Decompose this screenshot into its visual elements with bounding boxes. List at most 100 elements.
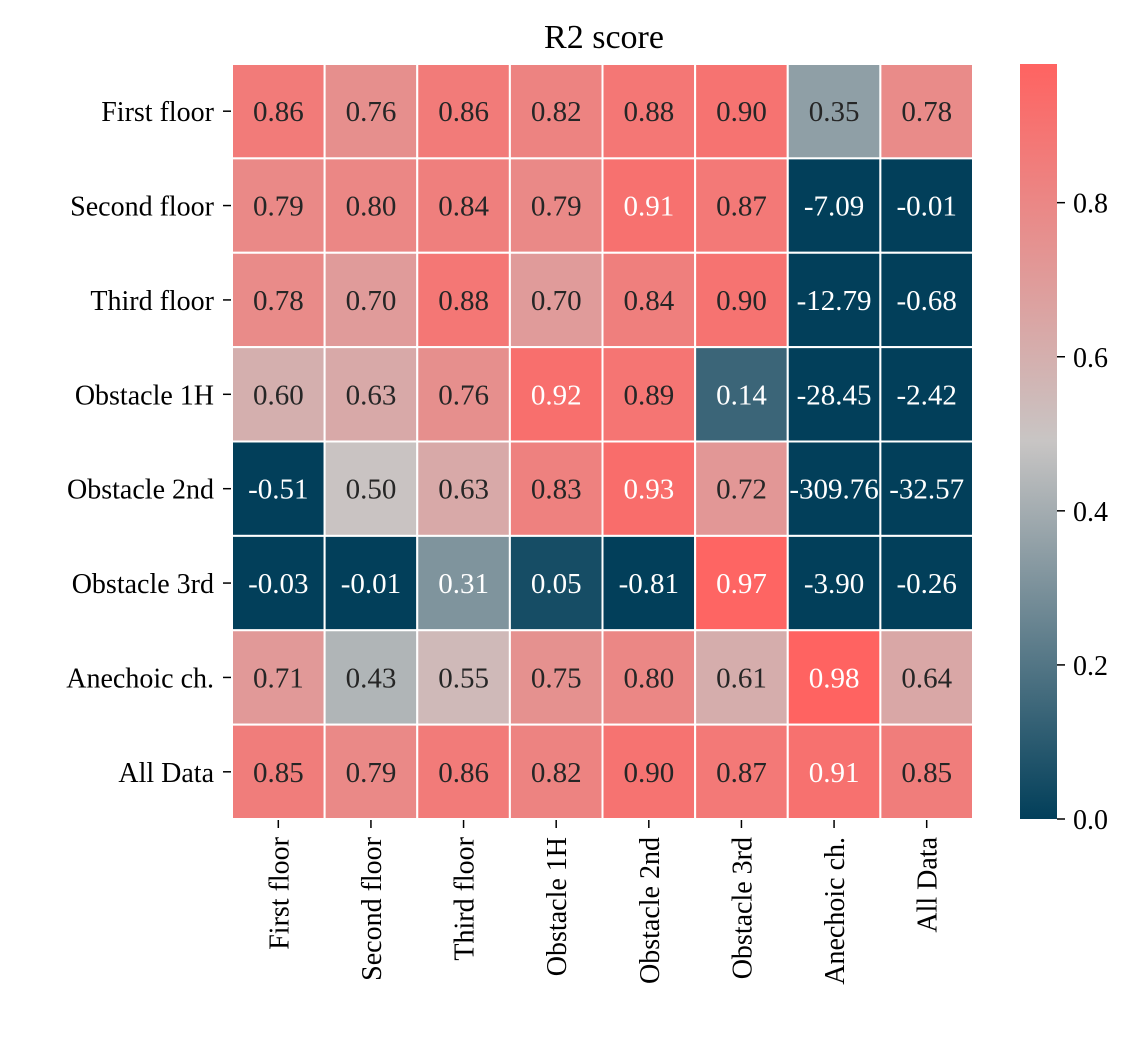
cell-value-label-r5-c3: 0.05	[531, 568, 582, 600]
cell-value-label-r6-c4: 0.80	[623, 662, 674, 694]
cell-value-label-r6-c5: 0.61	[716, 662, 767, 694]
heatmap-cell-r7-c7	[879, 723, 974, 820]
heatmap-cell-r4-c6	[786, 440, 882, 537]
column-label-third-floor: Third floor	[450, 836, 481, 960]
cell-value-label-r7-c6: 0.91	[809, 757, 860, 789]
cell-value-label-r0-c2: 0.86	[438, 96, 489, 128]
heatmap-cell-r0-c7	[879, 63, 974, 160]
row-label-second-floor: Second floor	[70, 192, 215, 223]
cell-value-label-r0-c7: 0.78	[901, 96, 952, 128]
heatmap-cell-r5-c6	[786, 534, 882, 632]
heatmap-cell-r2-c7	[879, 251, 974, 349]
cell-value-label-r4-c0: -0.51	[248, 474, 308, 506]
row-label-third-floor: Third floor	[90, 286, 214, 317]
row-label-obstacle-2nd: Obstacle 2nd	[67, 475, 214, 506]
heatmap-cell-r3-c4	[601, 346, 697, 443]
heatmap-cells: 0.86 0.76 0.86 0.82 0.88 0.90 0.35 0.78 0.79 0.80…	[231, 63, 974, 820]
cell-value-label-r1-c2: 0.84	[438, 191, 489, 223]
cell-value-label-r7-c5: 0.87	[716, 757, 767, 789]
colorbar-tick-label-4: 0.8	[1073, 189, 1108, 220]
cell-value-label-r4-c6: -309.76	[789, 474, 878, 506]
column-label-first-floor: First floor	[264, 836, 295, 949]
cell-value-label-r5-c2: 0.31	[438, 568, 489, 600]
cell-value-label-r1-c3: 0.79	[531, 191, 582, 223]
heatmap-cell-r6-c7	[879, 629, 974, 726]
cell-value-label-r7-c3: 0.82	[531, 757, 582, 789]
cell-value-label-r5-c7: -0.26	[896, 568, 956, 600]
cell-value-label-r1-c5: 0.87	[716, 191, 767, 223]
cell-value-label-r5-c0: -0.03	[248, 568, 308, 600]
heatmap-cell-r7-c3	[508, 723, 604, 820]
cell-value-label-r6-c7: 0.64	[901, 662, 952, 694]
row-label-obstacle-3rd: Obstacle 3rd	[72, 569, 214, 600]
heatmap-cell-r7-c4	[601, 723, 697, 820]
cell-value-label-r2-c2: 0.88	[438, 285, 489, 317]
cell-value-label-r2-c6: -12.79	[797, 285, 872, 317]
cell-value-label-r1-c0: 0.79	[253, 191, 304, 223]
cell-value-label-r5-c4: -0.81	[619, 568, 679, 600]
cell-value-label-r2-c3: 0.70	[531, 285, 582, 317]
colorbar: 0.0 0.2 0.4 0.6 0.8	[1020, 64, 1108, 836]
cell-value-label-r0-c3: 0.82	[531, 96, 582, 128]
heatmap-cell-r5-c4	[601, 534, 697, 632]
cell-value-label-r4-c5: 0.72	[716, 474, 767, 506]
cell-value-label-r4-c1: 0.50	[346, 474, 397, 506]
colorbar-tick-label-1: 0.2	[1073, 651, 1108, 682]
heatmap-cell-r6-c2	[416, 629, 511, 726]
cell-value-label-r5-c5: 0.97	[716, 568, 767, 600]
cell-value-label-r0-c0: 0.86	[253, 96, 304, 128]
cell-value-label-r0-c1: 0.76	[346, 96, 397, 128]
cell-value-label-r1-c7: -0.01	[896, 191, 956, 223]
cell-value-label-r3-c2: 0.76	[438, 379, 489, 411]
cell-value-label-r7-c2: 0.86	[438, 757, 489, 789]
cell-value-label-r7-c7: 0.85	[901, 757, 952, 789]
cell-value-label-r6-c6: 0.98	[809, 662, 860, 694]
cell-value-label-r5-c6: -3.90	[804, 568, 864, 600]
heatmap-cell-r1-c7	[879, 157, 974, 254]
heatmap-cell-r1-c5	[694, 157, 789, 254]
cell-value-label-r2-c0: 0.78	[253, 285, 304, 317]
heatmap-cell-r6-c5	[694, 629, 789, 726]
column-label-all-data: All Data	[913, 836, 944, 932]
heatmap-cell-r5-c1	[323, 534, 419, 632]
heatmap-cell-r2-c1	[323, 251, 419, 349]
heatmap-cell-r7-c0	[231, 723, 326, 820]
row-label-obstacle-1h: Obstacle 1H	[75, 380, 214, 411]
cell-value-label-r4-c4: 0.93	[623, 474, 674, 506]
cell-value-label-r7-c0: 0.85	[253, 757, 304, 789]
colorbar-gradient	[1020, 64, 1057, 819]
cell-value-label-r4-c2: 0.63	[438, 474, 489, 506]
heatmap-cell-r2-c0	[231, 251, 326, 349]
heatmap-cell-r2-c5	[694, 251, 789, 349]
cell-value-label-r1-c1: 0.80	[346, 191, 397, 223]
heatmap-cell-r0-c0	[231, 63, 326, 160]
heatmap-cell-r1-c3	[508, 157, 604, 254]
cell-value-label-r3-c5: 0.14	[716, 379, 767, 411]
column-label-obstacle-2nd: Obstacle 2nd	[635, 837, 666, 984]
cell-value-label-r3-c1: 0.63	[346, 379, 397, 411]
heatmap-cell-r2-c4	[601, 251, 697, 349]
cell-value-label-r4-c7: -32.57	[889, 474, 964, 506]
cell-value-label-r0-c4: 0.88	[623, 96, 674, 128]
cell-value-label-r3-c7: -2.42	[896, 379, 956, 411]
heatmap-cell-r0-c5	[694, 63, 789, 160]
heatmap-cell-r4-c7	[879, 440, 974, 537]
column-label-second-floor: Second floor	[357, 836, 388, 981]
row-label-all-data: All Data	[118, 758, 214, 789]
row-label-first-floor: First floor	[101, 97, 214, 128]
cell-value-label-r3-c4: 0.89	[623, 379, 674, 411]
cell-value-label-r6-c3: 0.75	[531, 662, 582, 694]
colorbar-tick-label-2: 0.4	[1073, 497, 1108, 528]
heatmap-cell-r5-c5	[694, 534, 789, 632]
heatmap-cell-r4-c3	[508, 440, 604, 537]
cell-value-label-r5-c1: -0.01	[341, 568, 401, 600]
heatmap-cell-r7-c5	[694, 723, 789, 820]
heatmap-cell-r4-c4	[601, 440, 697, 537]
cell-value-label-r0-c5: 0.90	[716, 96, 767, 128]
cell-value-label-r6-c2: 0.55	[438, 662, 489, 694]
column-label-anechoic-ch: Anechoic ch.	[820, 837, 851, 985]
heatmap-cell-r2-c2	[416, 251, 511, 349]
cell-value-label-r6-c0: 0.71	[253, 662, 304, 694]
row-label-anechoic-ch: Anechoic ch.	[66, 663, 214, 694]
